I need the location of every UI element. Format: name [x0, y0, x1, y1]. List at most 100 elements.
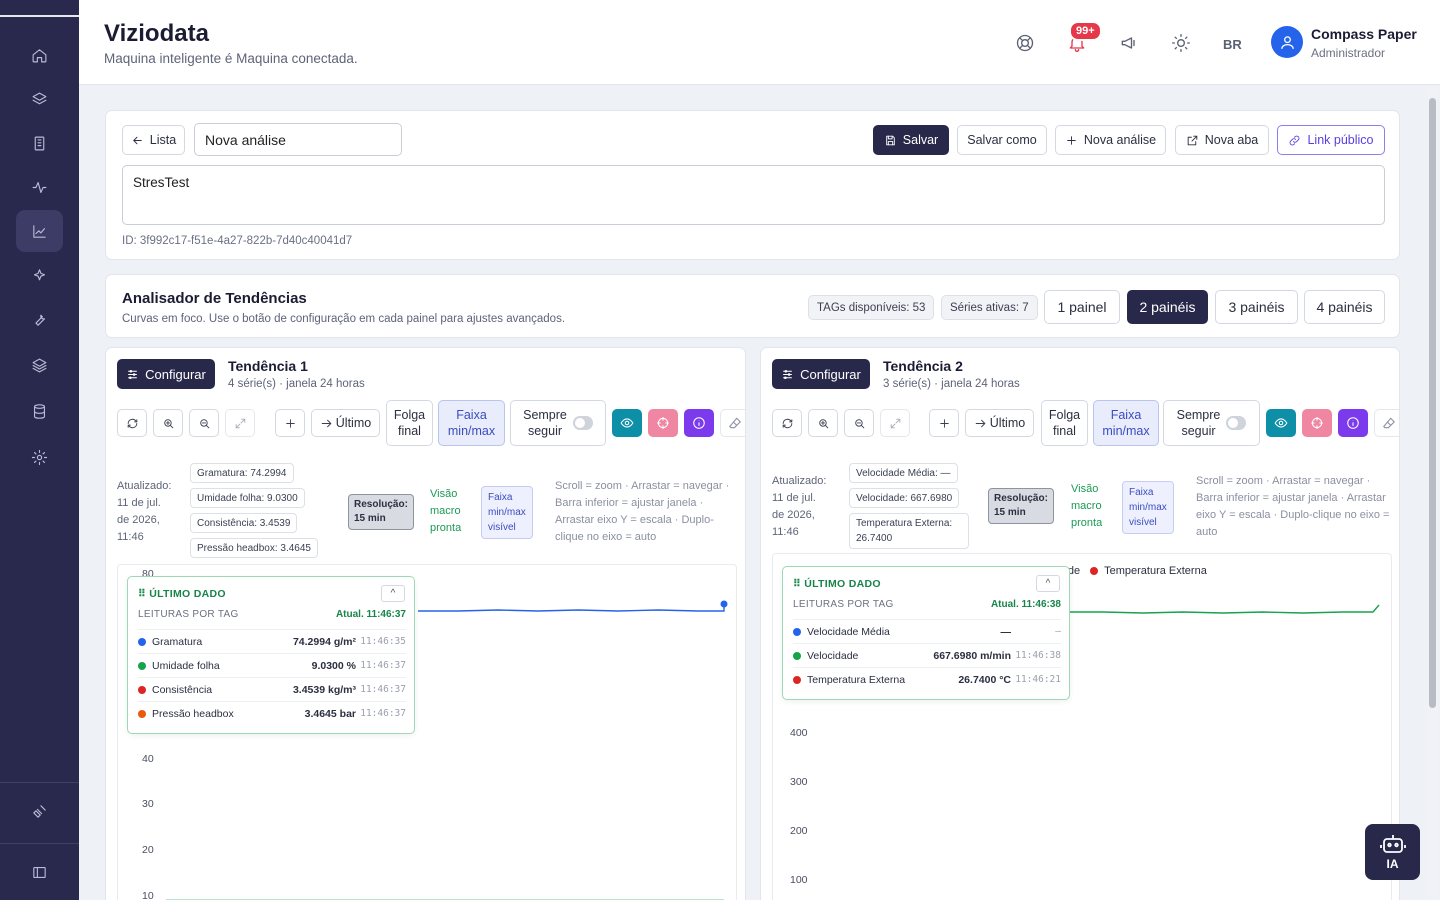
band-minmax-button[interactable]: Faixa min/max	[1093, 400, 1159, 446]
visibility-button[interactable]	[612, 409, 642, 437]
eraser-button[interactable]	[1374, 409, 1399, 437]
configure-button[interactable]: Configurar	[772, 359, 870, 389]
follow-switch[interactable]	[572, 416, 593, 430]
reading-value: 3.4645 bar	[304, 707, 356, 720]
chart-canvas[interactable]: elocidade Temperatura Externa 400 300 20…	[772, 553, 1392, 900]
crosshair-icon	[657, 417, 669, 429]
always-follow-toggle[interactable]: Sempre seguir	[510, 400, 606, 446]
crosshair-button[interactable]	[1302, 409, 1332, 437]
analysis-description-textarea[interactable]: StresTest	[122, 165, 1385, 225]
updated-line-2: de 2026,	[117, 514, 160, 526]
last-button[interactable]: Último	[311, 409, 380, 437]
sidebar-item-layers[interactable]	[16, 78, 63, 120]
crosshair-button[interactable]	[648, 409, 678, 437]
info-button[interactable]	[684, 409, 714, 437]
reading-name: Velocidade	[807, 649, 859, 662]
analysis-name-input[interactable]: Nova análise	[194, 123, 402, 156]
faixa-line-2: min/max	[488, 507, 526, 518]
layers-icon	[32, 92, 47, 104]
scrollbar-thumb[interactable]	[1429, 98, 1436, 708]
panels-1-button[interactable]: 1 painel	[1044, 290, 1120, 324]
panels-2-button[interactable]: 2 painéis	[1127, 290, 1208, 324]
back-to-list-button[interactable]: Lista	[122, 125, 185, 155]
save-button[interactable]: Salvar	[873, 125, 949, 155]
series-color-dot	[138, 637, 146, 646]
avatar[interactable]	[1271, 26, 1303, 58]
help-button[interactable]	[1014, 32, 1036, 54]
sidebar-item-wrench[interactable]	[16, 298, 63, 340]
sidebar-divider-2	[0, 843, 79, 844]
series-color-dot	[138, 709, 146, 718]
announcements-button[interactable]	[1118, 32, 1140, 54]
public-link-button[interactable]: Link público	[1277, 125, 1385, 155]
expand-button[interactable]	[225, 409, 255, 437]
page-scrollbar[interactable]	[1427, 88, 1438, 900]
add-series-button[interactable]	[929, 409, 959, 437]
follow-label-1: Sempre	[523, 408, 567, 422]
reading-name: Velocidade Média	[807, 625, 890, 638]
panels-3-button[interactable]: 3 painéis	[1215, 290, 1298, 324]
collapse-button[interactable]: ^	[1036, 575, 1060, 592]
refresh-button[interactable]	[117, 409, 147, 437]
reading-value: 667.6980 m/min	[933, 649, 1011, 662]
expand-button[interactable]	[880, 409, 910, 437]
sidebar-item-chart[interactable]	[16, 210, 63, 252]
sidebar-collapse-button[interactable]	[16, 851, 63, 893]
sidebar-item-plug[interactable]	[16, 790, 63, 832]
chart-svg	[166, 600, 728, 900]
trend-panel-1: Configurar Tendência 1 4 série(s) · jane…	[105, 347, 746, 900]
visibility-button[interactable]	[1266, 409, 1296, 437]
faixa-line-1: Faixa	[488, 492, 513, 503]
y-tick: 300	[790, 776, 808, 788]
sidebar-item-layers-2[interactable]	[16, 344, 63, 386]
configure-button[interactable]: Configurar	[117, 359, 215, 389]
zoom-out-button[interactable]	[844, 409, 874, 437]
slack-final-button[interactable]: Folga final	[386, 400, 433, 446]
last-data-popover[interactable]: ⠿ ÚLTIMO DADO ^ LEITURAS POR TAG Atual. …	[782, 566, 1070, 700]
zoom-in-button[interactable]	[808, 409, 838, 437]
hint-line-2: Barra inferior = ajustar janela · Arrast…	[1196, 492, 1386, 504]
panels-4-button[interactable]: 4 painéis	[1304, 290, 1385, 324]
sidebar-item-sparkles[interactable]	[16, 254, 63, 296]
chart-svg	[1063, 604, 1380, 614]
ai-assistant-button[interactable]: IA	[1365, 824, 1420, 880]
reading-value: —	[1000, 625, 1012, 638]
theme-toggle[interactable]	[1170, 32, 1192, 54]
collapse-button[interactable]: ^	[381, 585, 405, 602]
zoom-out-button[interactable]	[189, 409, 219, 437]
y-tick: 80	[142, 568, 154, 580]
slack-final-button[interactable]: Folga final	[1041, 400, 1088, 446]
always-follow-toggle[interactable]: Sempre seguir	[1163, 400, 1260, 446]
sidebar-item-home[interactable]	[16, 34, 63, 76]
info-button[interactable]	[1338, 409, 1368, 437]
new-analysis-button[interactable]: Nova análise	[1055, 125, 1166, 155]
series-line-velocidade	[1063, 604, 1380, 614]
resolution-badge: Resolução: 15 min	[988, 488, 1054, 524]
add-series-button[interactable]	[275, 409, 305, 437]
refresh-button[interactable]	[772, 409, 802, 437]
save-label: Salvar	[902, 133, 939, 147]
new-tab-button[interactable]: Nova aba	[1175, 125, 1269, 155]
band-minmax-button[interactable]: Faixa min/max	[438, 400, 505, 446]
series-color-dot	[138, 661, 146, 670]
last-data-popover[interactable]: ⠿ ÚLTIMO DADO ^ LEITURAS POR TAG Atual. …	[127, 576, 415, 734]
zoom-in-button[interactable]	[153, 409, 183, 437]
trend-analyzer-title: Analisador de Tendências	[122, 290, 307, 307]
user-icon	[1280, 35, 1294, 49]
slack-label-1: Folga	[393, 408, 426, 422]
follow-switch[interactable]	[1226, 416, 1247, 430]
sidebar-item-settings[interactable]	[16, 436, 63, 478]
save-as-button[interactable]: Salvar como	[957, 125, 1047, 155]
sidebar-item-building[interactable]	[16, 122, 63, 164]
last-button[interactable]: Último	[965, 409, 1034, 437]
macro-line-1: Visão	[1071, 483, 1099, 495]
chart-canvas[interactable]: 80 40 30 20 10	[117, 564, 737, 900]
save-icon	[886, 135, 895, 145]
slack-label-2: final	[1053, 424, 1076, 438]
info-icon	[693, 417, 705, 429]
sidebar-item-database[interactable]	[16, 390, 63, 432]
sidebar-item-activity[interactable]	[16, 166, 63, 208]
language-selector[interactable]: BR	[1223, 37, 1242, 52]
eraser-button[interactable]	[720, 409, 745, 437]
reading-row: Velocidade Média — –	[793, 619, 1061, 643]
